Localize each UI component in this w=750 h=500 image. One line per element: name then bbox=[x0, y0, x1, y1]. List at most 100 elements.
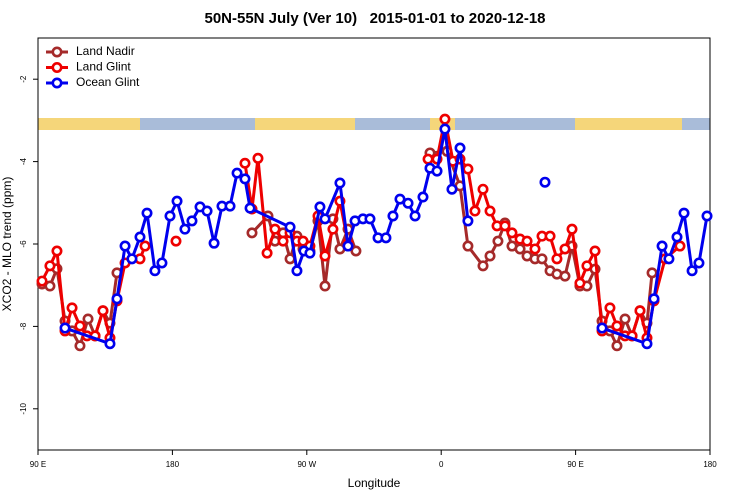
y-tick-label: -4 bbox=[19, 157, 28, 165]
data-point bbox=[319, 213, 331, 225]
data-point bbox=[141, 207, 153, 219]
data-point bbox=[364, 213, 376, 225]
data-point bbox=[36, 275, 48, 287]
data-point bbox=[646, 267, 658, 279]
data-point bbox=[581, 260, 593, 272]
map-strip bbox=[38, 118, 710, 130]
data-point bbox=[439, 113, 451, 125]
data-point bbox=[277, 235, 289, 247]
data-point bbox=[611, 320, 623, 332]
data-point bbox=[149, 265, 161, 277]
data-point bbox=[44, 280, 56, 292]
data-point bbox=[559, 270, 571, 282]
chart-title: 50N-55N July (Ver 10) 2015-01-01 to 2020… bbox=[204, 10, 545, 27]
ocean-band bbox=[355, 118, 430, 130]
data-point bbox=[231, 167, 243, 179]
data-point bbox=[208, 237, 220, 249]
ocean-band bbox=[455, 118, 575, 130]
legend-marker bbox=[51, 46, 63, 58]
data-point bbox=[139, 240, 151, 252]
data-point bbox=[492, 235, 504, 247]
data-point bbox=[671, 231, 683, 243]
data-point bbox=[678, 207, 690, 219]
data-point bbox=[201, 205, 213, 217]
x-tick-label: 90 E bbox=[567, 460, 583, 469]
data-point bbox=[51, 245, 63, 257]
x-tick-label: 180 bbox=[166, 460, 180, 469]
data-point bbox=[529, 243, 541, 255]
data-point bbox=[663, 253, 675, 265]
data-point bbox=[334, 177, 346, 189]
data-point bbox=[417, 191, 429, 203]
data-point bbox=[484, 250, 496, 262]
data-point bbox=[111, 293, 123, 305]
data-point bbox=[462, 163, 474, 175]
data-point bbox=[409, 210, 421, 222]
legend-label: Land Glint bbox=[76, 60, 131, 74]
data-point bbox=[686, 265, 698, 277]
data-point bbox=[297, 235, 309, 247]
y-tick-label: -6 bbox=[19, 240, 28, 248]
data-point bbox=[74, 340, 86, 352]
data-point bbox=[439, 123, 451, 135]
data-point bbox=[674, 240, 686, 252]
data-point bbox=[350, 245, 362, 257]
data-point bbox=[104, 338, 116, 350]
data-point bbox=[484, 205, 496, 217]
data-point bbox=[402, 197, 414, 209]
data-point bbox=[244, 202, 256, 214]
data-point bbox=[269, 223, 281, 235]
data-point bbox=[462, 240, 474, 252]
data-point bbox=[327, 223, 339, 235]
legend-marker bbox=[51, 61, 63, 73]
data-point bbox=[342, 240, 354, 252]
y-tick-label: -8 bbox=[19, 322, 28, 330]
data-point bbox=[284, 253, 296, 265]
x-tick-label: 90 W bbox=[297, 460, 316, 469]
data-point bbox=[469, 205, 481, 217]
data-point bbox=[539, 176, 551, 188]
data-point bbox=[551, 253, 563, 265]
data-point bbox=[596, 322, 608, 334]
data-point bbox=[304, 247, 316, 259]
data-point bbox=[126, 253, 138, 265]
data-point bbox=[431, 165, 443, 177]
data-point bbox=[179, 223, 191, 235]
y-tick-label: -2 bbox=[19, 75, 28, 83]
data-point bbox=[589, 245, 601, 257]
legend-marker bbox=[51, 77, 63, 89]
data-point bbox=[394, 193, 406, 205]
data-point bbox=[387, 210, 399, 222]
data-point bbox=[319, 280, 331, 292]
x-axis-label: Longitude bbox=[348, 476, 401, 490]
y-tick-label: -10 bbox=[19, 402, 28, 414]
data-point bbox=[82, 313, 94, 325]
legend-label: Land Nadir bbox=[76, 44, 135, 58]
data-point bbox=[559, 243, 571, 255]
data-point bbox=[239, 173, 251, 185]
data-point bbox=[422, 153, 434, 165]
ocean-band bbox=[682, 118, 710, 130]
data-point bbox=[499, 220, 511, 232]
data-point bbox=[604, 302, 616, 314]
data-point bbox=[239, 157, 251, 169]
ocean-band bbox=[140, 118, 255, 130]
data-point bbox=[701, 210, 713, 222]
data-point bbox=[119, 240, 131, 252]
data-point bbox=[156, 257, 168, 269]
data-point bbox=[97, 305, 109, 317]
data-point bbox=[44, 260, 56, 272]
data-point bbox=[261, 247, 273, 259]
data-point bbox=[506, 227, 518, 239]
data-point bbox=[170, 235, 182, 247]
legend-label: Ocean Glint bbox=[76, 75, 140, 89]
data-point bbox=[536, 253, 548, 265]
data-point bbox=[514, 243, 526, 255]
x-tick-label: 180 bbox=[703, 460, 717, 469]
data-point bbox=[693, 257, 705, 269]
y-axis-label: XCO2 - MLO trend (ppm) bbox=[0, 177, 14, 312]
data-point bbox=[252, 152, 264, 164]
x-tick-label: 90 E bbox=[30, 460, 46, 469]
